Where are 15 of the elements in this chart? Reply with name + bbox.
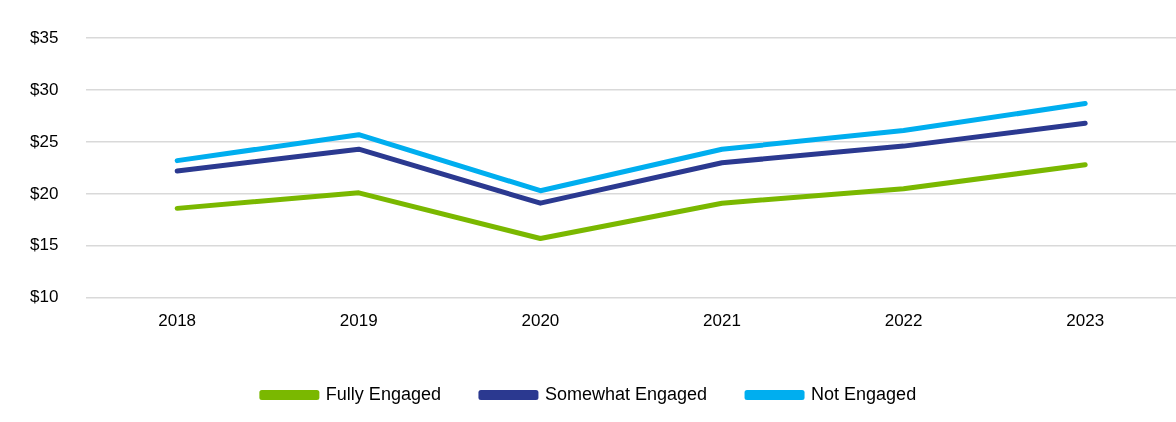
- legend-label: Not Engaged: [811, 383, 917, 404]
- y-tick-label: $20: [29, 183, 59, 203]
- x-tick-label: 2021: [703, 311, 741, 331]
- y-tick-label: $10: [29, 287, 59, 307]
- y-tick-label: $15: [29, 235, 59, 255]
- x-tick-label: 2022: [884, 311, 923, 331]
- legend-label: Fully Engaged: [325, 383, 441, 404]
- x-tick-label: 2020: [521, 311, 560, 331]
- x-tick-label: 2018: [158, 311, 197, 331]
- y-tick-label: $25: [29, 131, 59, 151]
- y-tick-label: $35: [29, 27, 59, 47]
- legend-label: Somewhat Engaged: [544, 383, 708, 404]
- x-tick-label: 2019: [339, 311, 378, 331]
- x-tick-label: 2023: [1066, 311, 1105, 331]
- y-tick-label: $30: [29, 79, 59, 99]
